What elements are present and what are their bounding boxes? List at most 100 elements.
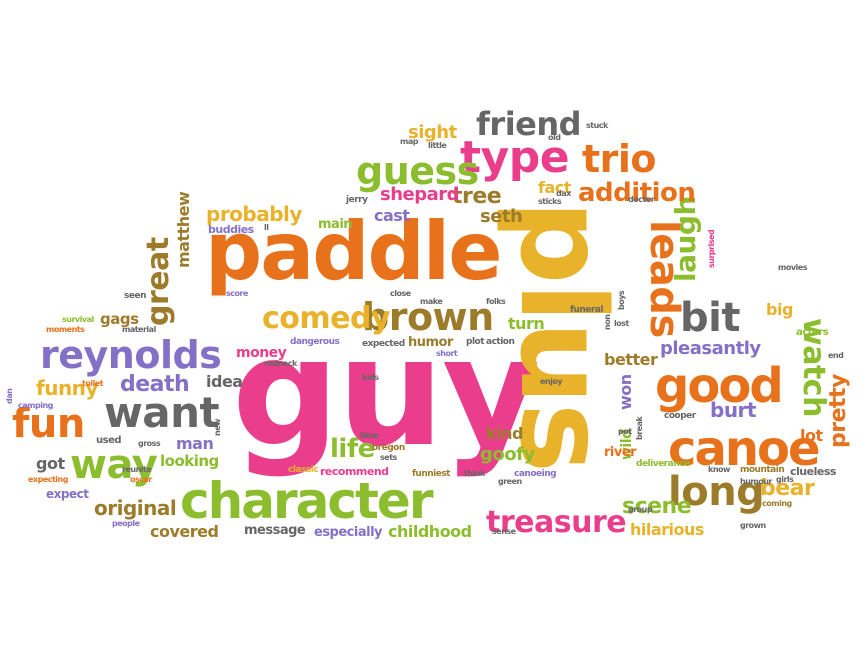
word-reunite: reunite (122, 465, 152, 474)
word-redneck: redneck (264, 359, 297, 368)
word-time: time (360, 431, 379, 440)
word-pleasantly: pleasantly (660, 338, 761, 359)
word-childhood: childhood (388, 522, 472, 541)
word-better: better (604, 350, 658, 369)
word-coming: coming (762, 499, 792, 508)
word-original: original (94, 496, 177, 520)
word-especially: especially (314, 525, 383, 540)
word-clueless: clueless (790, 465, 836, 478)
word-way: way (70, 442, 158, 488)
word-humor: humor (408, 335, 453, 350)
word-gross: gross (138, 439, 161, 448)
word-sight: sight (408, 122, 457, 143)
word-stuck: stuck (586, 121, 608, 130)
word-canoeing: canoeing (514, 469, 557, 479)
word-got: got (36, 454, 65, 473)
word-looking: looking (160, 452, 219, 470)
word-cooper: cooper (664, 411, 696, 421)
word-lot: lot (800, 426, 823, 445)
word-expecting: expecting (28, 475, 68, 484)
word-want: want (104, 388, 220, 437)
word-funniest: funniest (412, 469, 451, 479)
word-covered: covered (150, 522, 219, 541)
word-map: map (400, 137, 418, 146)
word-pretty: pretty (826, 374, 851, 448)
word-fun: fun (12, 401, 85, 447)
word-green: green (498, 477, 522, 486)
word-seen: seen (124, 291, 146, 301)
word-dan: dan (5, 388, 14, 404)
word-buddies: buddies (208, 223, 254, 236)
word-action: action (486, 337, 515, 347)
word-treasure: treasure (486, 505, 627, 540)
word-movies: movies (778, 263, 807, 272)
word-death: death (120, 372, 190, 397)
word-folks: folks (486, 297, 506, 306)
word-actors: actors (796, 327, 829, 338)
word-close: close (390, 289, 411, 298)
word-think: think (464, 469, 485, 478)
word-hilarious: hilarious (630, 520, 704, 539)
word-expected: expected (362, 339, 405, 349)
word-good: good (655, 358, 784, 414)
word-addition: addition (578, 178, 696, 208)
word-funeral: funeral (570, 305, 603, 315)
word-classic: classic (288, 465, 319, 475)
word-dax: dax (556, 189, 571, 198)
word-main: main (318, 217, 353, 232)
word-seth: seth (480, 206, 523, 227)
word-oregon: oregon (372, 443, 405, 453)
word-pot: pot (618, 427, 632, 436)
word-laugh: laugh (669, 196, 702, 282)
word-paddle: paddle (205, 205, 502, 298)
word-make: make (420, 297, 443, 306)
word-grown: grown (740, 521, 766, 530)
word-gags: gags (100, 310, 139, 328)
word-message: message (244, 523, 306, 538)
word-new: new (213, 418, 222, 436)
word-comedy: comedy (262, 301, 391, 336)
word-character: character (180, 472, 433, 530)
word-sticks: sticks (538, 197, 562, 206)
word-idea: idea (206, 372, 243, 391)
word-used: used (96, 435, 122, 446)
word-group: group (628, 505, 653, 514)
word-material: material (122, 325, 156, 334)
word-guess: guess (356, 149, 479, 193)
word-score: score (226, 289, 248, 298)
word-matthew: matthew (174, 191, 193, 268)
word-great: great (141, 237, 176, 326)
word-shepard: shepard (380, 184, 460, 205)
word-know: know (708, 465, 730, 474)
word-tree: tree (452, 184, 502, 209)
word-river: river (604, 445, 637, 460)
word-burt: burt (710, 398, 756, 422)
word-sense: sense (492, 527, 516, 536)
word-humour: humour (740, 477, 772, 486)
word-recommend: recommend (320, 465, 389, 478)
word-long: long (668, 469, 765, 515)
word-goofy: goofy (480, 444, 535, 465)
word-guy: guy (232, 306, 540, 480)
word-bit: bit (680, 295, 740, 341)
word-break: break (635, 416, 644, 440)
word-scene: scene (622, 494, 692, 519)
word-survival: survival (62, 315, 94, 324)
word-mountain: mountain (740, 465, 785, 475)
word-old: old (548, 133, 561, 142)
word-kids: kids (362, 373, 379, 382)
word-boys: boys (617, 290, 626, 310)
word-life: life (330, 434, 375, 464)
word-reynolds: reynolds (40, 333, 222, 377)
word-end: end (828, 351, 844, 360)
word-kind: kind (486, 424, 523, 443)
word-oscar: oscar (130, 475, 152, 484)
word-canoe: canoe (668, 421, 821, 477)
word-enjoy: enjoy (540, 377, 563, 386)
word-deliverance: deliverance (636, 459, 690, 469)
word-man: man (176, 434, 214, 453)
word-little: little (428, 141, 447, 150)
word-cast: cast (374, 206, 410, 225)
word-type: type (460, 132, 570, 183)
